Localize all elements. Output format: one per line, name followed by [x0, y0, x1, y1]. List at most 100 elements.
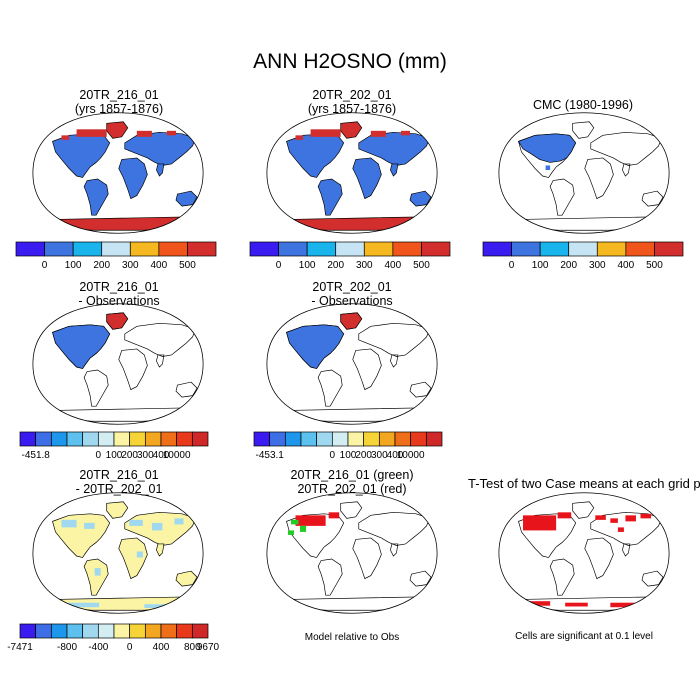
africa-landmass	[352, 157, 382, 200]
panel-2-title-line1: 20TR_202_01	[312, 88, 392, 102]
colorbar-tick-label: -451.8	[21, 450, 50, 461]
colorbar-tick-label: -800	[57, 642, 77, 653]
colorbar-tick-label: -400	[88, 642, 108, 653]
colorbar-tick-label: 100	[532, 260, 549, 271]
colorbar-3: 0 100 200 300 400 500	[482, 241, 684, 271]
colorbar-swatch	[335, 241, 365, 257]
colorbar-swatch	[19, 623, 37, 639]
colorbar-tick-label: 200	[121, 450, 138, 461]
significance-note: Cells are significant at 0.1 level	[515, 631, 653, 642]
difference-patch	[151, 522, 163, 531]
colorbar-tick-label: 400	[153, 450, 170, 461]
colorbar-swatch	[378, 431, 396, 447]
colorbar-swatch	[113, 623, 131, 639]
high-snow-patch	[166, 130, 176, 136]
colorbar-tick-label: 200	[327, 260, 344, 271]
india-landmass	[390, 543, 399, 557]
panel-7-title: 20TR_216_01 (green) 20TR_202_01 (red)	[237, 468, 467, 496]
antarctica-landmass	[41, 216, 198, 231]
colorbar-tick-label: 0	[330, 450, 336, 461]
panel-6-title-line1: 20TR_216_01	[79, 468, 159, 482]
colorbar-swatch	[176, 431, 193, 447]
colorbar-tick-label: 100	[106, 450, 123, 461]
colorbar-swatch	[269, 431, 286, 447]
colorbar-tick-label: 400	[153, 642, 170, 653]
north-america-landmass	[52, 513, 111, 558]
significant-cell	[610, 518, 618, 523]
panel-1-title-line1: 20TR_216_01	[79, 88, 159, 102]
panel-4-title: 20TR_216_01 - Observations	[4, 280, 234, 308]
india-landmass	[156, 163, 165, 177]
map-panel-7	[266, 492, 438, 614]
colorbar-swatch	[44, 241, 74, 257]
colorbar-swatch	[66, 623, 84, 639]
panel-3-title: CMC (1980-1996)	[468, 98, 698, 112]
india-landmass	[622, 543, 631, 557]
colorbar-swatch	[97, 623, 115, 639]
colorbar-swatch	[363, 241, 394, 257]
colorbar-swatch	[482, 241, 512, 257]
figure-title: ANN H2OSNO (mm)	[253, 50, 447, 73]
colorbar-tick-label: -7471	[7, 642, 33, 653]
colorbar-swatch	[101, 241, 131, 257]
africa-landmass	[352, 348, 382, 391]
map-panel-5	[266, 303, 438, 425]
greenland-landmass	[106, 501, 129, 519]
colorbar-tick-label: 9670	[197, 642, 220, 653]
difference-region	[52, 324, 111, 369]
colorbar-swatch	[187, 241, 217, 257]
colorbar-swatch	[511, 241, 541, 257]
colorbar-tick-label: 0	[276, 260, 282, 271]
significant-cell	[640, 513, 652, 519]
africa-landmass	[584, 157, 614, 200]
australia-landmass	[175, 190, 198, 207]
colorbar-tick-label: 10000	[163, 450, 191, 461]
significant-cell	[610, 602, 641, 608]
india-landmass	[390, 354, 399, 368]
colorbar-swatch	[50, 623, 68, 639]
greenland-landmass	[340, 501, 363, 519]
colorbar-swatch	[425, 431, 443, 447]
colorbar-2: 0 100 200 300 400 500	[249, 241, 451, 271]
north-america-landmass	[286, 133, 345, 178]
panel-4-title-line1: 20TR_216_01	[79, 280, 159, 294]
significant-cell	[565, 602, 588, 607]
eurasia-landmass	[590, 511, 663, 546]
difference-patch	[84, 522, 95, 529]
colorbar-swatch	[363, 431, 380, 447]
case-a-region	[300, 525, 307, 532]
high-snow-patch	[400, 130, 410, 136]
colorbar-tick-label: 400	[385, 260, 402, 271]
colorbar-tick-label: 300	[137, 450, 154, 461]
panel-2-title: 20TR_202_01 (yrs 1857-1876)	[237, 88, 467, 116]
india-landmass	[622, 163, 631, 177]
colorbar-tick-label: 400	[618, 260, 635, 271]
panel-3-title-line1: CMC (1980-1996)	[532, 98, 634, 112]
south-america-landmass	[549, 558, 575, 596]
australia-landmass	[175, 381, 198, 398]
colorbar-tick-label: 400	[151, 260, 168, 271]
south-america-landmass	[317, 178, 343, 216]
map-border	[266, 492, 438, 614]
colorbar-swatch	[129, 431, 146, 447]
colorbar-swatch	[82, 431, 99, 447]
colorbar-swatch	[284, 431, 302, 447]
colorbar-tick-label: 100	[299, 260, 316, 271]
map-border	[266, 303, 438, 425]
colorbar-tick-label: 300	[356, 260, 373, 271]
map-panel-4	[32, 303, 204, 425]
map-border	[32, 492, 204, 614]
colorbar-swatch	[129, 623, 146, 639]
panel-8-title: T-Test of two Case means at each grid po…	[468, 476, 700, 491]
colorbar-swatch	[160, 431, 178, 447]
south-america-landmass	[317, 369, 343, 407]
case-b-region	[328, 512, 340, 519]
colorbar-swatch	[249, 241, 279, 257]
colorbar-swatch	[19, 431, 37, 447]
colorbar-swatch	[97, 431, 115, 447]
colorbar-swatch	[654, 241, 684, 257]
colorbar-swatch	[191, 431, 209, 447]
colorbar-swatch	[539, 241, 570, 257]
